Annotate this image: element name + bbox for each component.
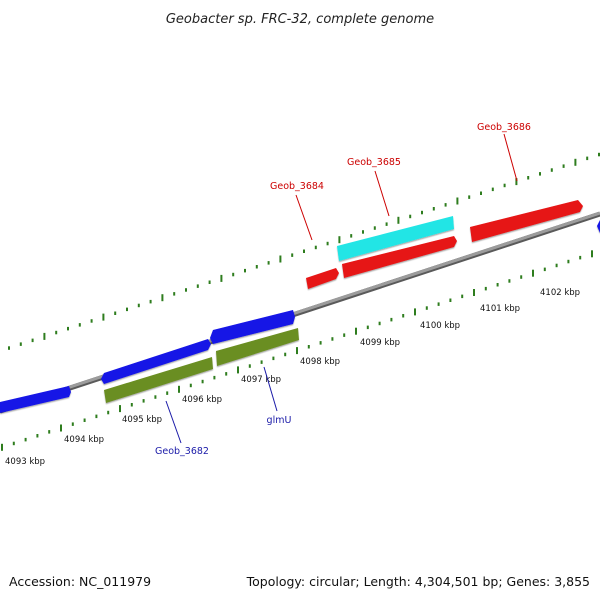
leader-line (295, 194, 313, 241)
reverse-strand-tick-row (1, 250, 593, 451)
gene-label-Geob_3685[interactable]: Geob_3685 (347, 157, 401, 217)
gene-name: glmU (267, 415, 292, 426)
forward-strand-tick-row (8, 152, 600, 350)
scale-label-4102-kbp: 4102 kbp (540, 288, 580, 298)
leader-line (165, 400, 182, 444)
gene-name: Geob_3685 (347, 157, 401, 168)
gene-Geob_3686-arrow[interactable] (470, 200, 583, 242)
scale-label-4098-kbp: 4098 kbp (300, 357, 340, 367)
forward-gene-blue-edge[interactable] (597, 220, 600, 233)
forward-strand-genes (0, 200, 600, 413)
scale-label-4093-kbp: 4093 kbp (5, 457, 45, 467)
scale-label-4095-kbp: 4095 kbp (122, 415, 162, 425)
gene-name: Geob_3684 (270, 181, 324, 192)
gene-name: Geob_3682 (155, 446, 209, 457)
leader-line (263, 366, 278, 412)
scale-label-4094-kbp: 4094 kbp (64, 435, 104, 445)
reverse-strand-genes (104, 328, 299, 403)
forward-gene-blue-2[interactable] (101, 339, 211, 384)
genome-backbone (0, 211, 600, 414)
accession-text: Accession: NC_011979 (9, 574, 151, 589)
scale-labels: 4093 kbp 4094 kbp 4095 kbp 4096 kbp 4097… (5, 288, 580, 467)
scale-label-4097-kbp: 4097 kbp (241, 375, 281, 385)
scale-label-4096-kbp: 4096 kbp (182, 395, 222, 405)
map-title: Geobacter sp. FRC-32, complete genome (166, 12, 434, 27)
gene-glmU-arrow[interactable] (216, 328, 299, 366)
leader-line (503, 133, 518, 182)
gene-label-Geob_3686[interactable]: Geob_3686 (477, 122, 531, 182)
gene-Geob_3685-red-arrow[interactable] (342, 236, 457, 278)
forward-gene-blue-1[interactable] (0, 386, 71, 413)
forward-gene-blue-3[interactable] (210, 310, 295, 344)
scale-label-4099-kbp: 4099 kbp (360, 338, 400, 348)
gene-label-Geob_3684[interactable]: Geob_3684 (270, 181, 324, 241)
gene-name: Geob_3686 (477, 122, 531, 133)
gene-Geob_3684-arrow[interactable] (306, 268, 339, 289)
gene-Geob_3682-arrow[interactable] (104, 357, 213, 403)
gene-Geob_3685-cyan-arrow[interactable] (337, 216, 454, 261)
leader-line (374, 170, 390, 217)
scale-label-4101-kbp: 4101 kbp (480, 304, 520, 314)
gene-label-glmU[interactable]: glmU (263, 366, 292, 426)
scale-label-4100-kbp: 4100 kbp (420, 321, 460, 331)
gene-label-Geob_3682[interactable]: Geob_3682 (155, 400, 209, 457)
genome-summary-text: Topology: circular; Length: 4,304,501 bp… (246, 574, 590, 589)
